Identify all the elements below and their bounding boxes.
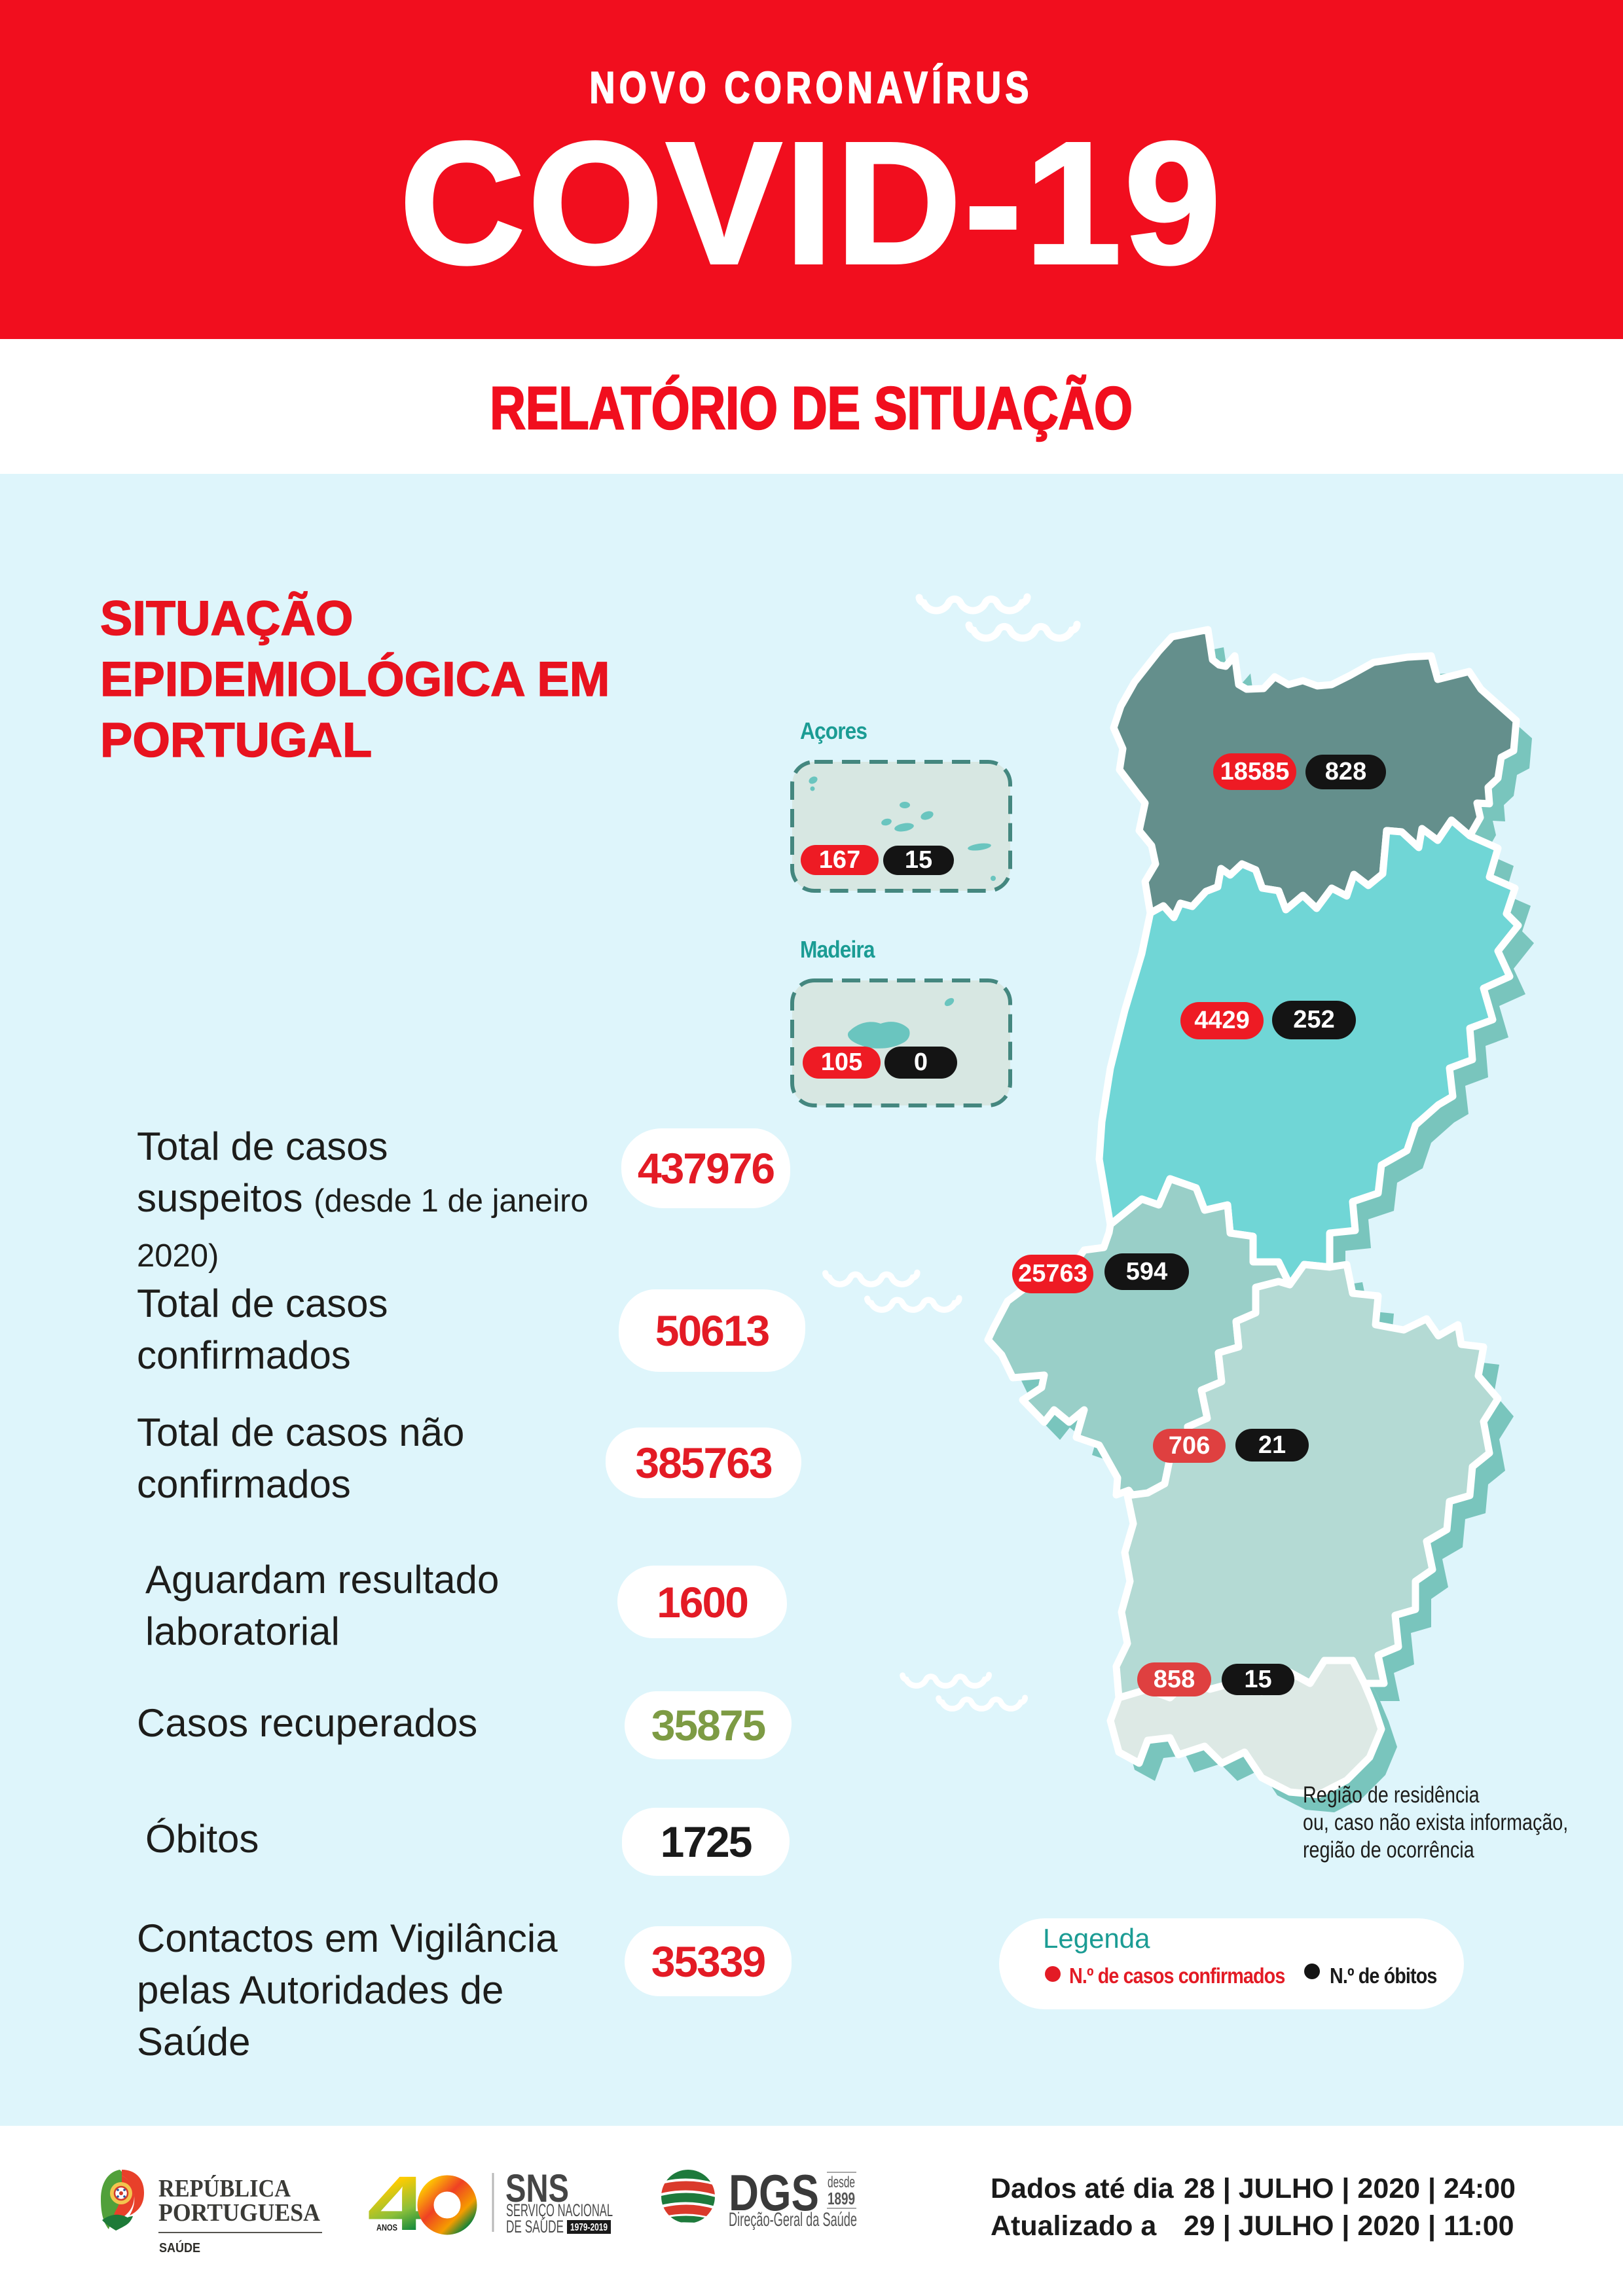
svg-text:1899: 1899: [828, 2189, 855, 2208]
svg-text:SERVIÇO NACIONAL: SERVIÇO NACIONAL: [506, 2200, 613, 2220]
svg-text:SNS: SNS: [505, 2166, 569, 2210]
svg-text:1979-2019: 1979-2019: [570, 2222, 608, 2233]
svg-text:REPÚBLICA: REPÚBLICA: [158, 2175, 291, 2202]
svg-text:desde: desde: [828, 2174, 855, 2191]
svg-text:4: 4: [367, 2161, 426, 2247]
svg-text:ANOS: ANOS: [376, 2222, 397, 2233]
svg-text:DE SAÚDE: DE SAÚDE: [506, 2216, 564, 2236]
svg-text:SAÚDE: SAÚDE: [159, 2240, 200, 2255]
svg-text:Direção-Geral da Saúde: Direção-Geral da Saúde: [729, 2209, 857, 2231]
svg-text:DGS: DGS: [729, 2164, 819, 2221]
svg-text:PORTUGUESA: PORTUGUESA: [158, 2199, 321, 2227]
